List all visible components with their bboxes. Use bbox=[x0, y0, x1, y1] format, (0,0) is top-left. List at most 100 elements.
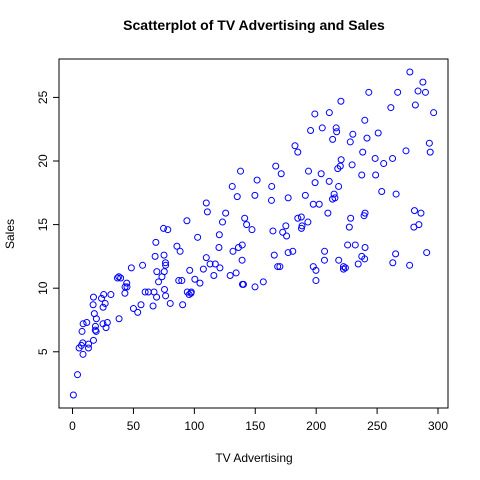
point bbox=[304, 218, 312, 226]
point bbox=[89, 301, 97, 309]
point bbox=[279, 228, 287, 236]
x-tick-label: 300 bbox=[428, 419, 448, 433]
point bbox=[402, 147, 410, 155]
point bbox=[419, 78, 427, 86]
point bbox=[91, 326, 99, 334]
point bbox=[176, 247, 184, 255]
point bbox=[380, 160, 388, 168]
point bbox=[277, 170, 285, 178]
point bbox=[329, 135, 337, 143]
point bbox=[361, 116, 369, 124]
point bbox=[268, 182, 276, 190]
point bbox=[344, 241, 352, 249]
point bbox=[137, 301, 145, 309]
point bbox=[78, 327, 86, 335]
point bbox=[149, 302, 157, 310]
point bbox=[330, 190, 338, 198]
point bbox=[359, 148, 367, 156]
point bbox=[426, 148, 434, 156]
point bbox=[363, 134, 371, 142]
point bbox=[186, 266, 194, 274]
point bbox=[166, 299, 174, 307]
point bbox=[179, 301, 187, 309]
point bbox=[206, 260, 214, 268]
y-tick-label: 25 bbox=[36, 90, 50, 104]
point bbox=[153, 293, 161, 301]
point bbox=[318, 124, 326, 132]
y-tick-label: 20 bbox=[36, 154, 50, 168]
point bbox=[74, 371, 82, 379]
point bbox=[361, 255, 369, 263]
point bbox=[123, 279, 131, 287]
point bbox=[228, 182, 236, 190]
point bbox=[307, 126, 315, 134]
point bbox=[153, 268, 161, 276]
point bbox=[392, 190, 400, 198]
point bbox=[164, 226, 172, 234]
point bbox=[199, 265, 207, 273]
point bbox=[175, 277, 183, 285]
point bbox=[241, 214, 249, 222]
point bbox=[83, 319, 91, 327]
point bbox=[187, 289, 195, 297]
point bbox=[325, 177, 333, 185]
point bbox=[92, 327, 100, 335]
point bbox=[297, 213, 305, 221]
y-axis-label: Sales bbox=[3, 219, 17, 249]
point bbox=[309, 200, 317, 208]
point bbox=[346, 138, 354, 146]
point bbox=[421, 88, 429, 96]
point bbox=[333, 128, 341, 136]
point bbox=[248, 226, 256, 234]
point bbox=[183, 288, 191, 296]
point bbox=[113, 274, 121, 282]
point bbox=[161, 259, 169, 267]
point bbox=[410, 207, 418, 215]
point bbox=[173, 242, 181, 250]
point bbox=[389, 154, 397, 162]
point bbox=[238, 280, 246, 288]
point bbox=[75, 344, 83, 352]
point bbox=[134, 308, 142, 316]
point bbox=[183, 217, 191, 225]
point bbox=[335, 182, 343, 190]
point bbox=[392, 250, 400, 258]
point bbox=[270, 251, 278, 259]
point bbox=[243, 221, 251, 229]
point bbox=[337, 97, 345, 105]
point bbox=[332, 124, 340, 132]
point bbox=[211, 260, 219, 268]
point bbox=[345, 223, 353, 231]
point bbox=[276, 263, 284, 271]
point bbox=[100, 291, 108, 299]
point bbox=[348, 161, 356, 169]
point bbox=[284, 249, 292, 257]
point bbox=[178, 277, 186, 285]
point bbox=[232, 269, 240, 277]
point bbox=[351, 241, 359, 249]
point bbox=[341, 264, 349, 272]
point bbox=[127, 264, 135, 272]
point bbox=[298, 222, 306, 230]
point bbox=[107, 291, 115, 299]
point bbox=[162, 292, 170, 300]
point bbox=[203, 208, 211, 216]
point bbox=[272, 162, 280, 170]
point bbox=[309, 263, 317, 271]
point bbox=[251, 191, 259, 199]
point bbox=[117, 274, 125, 282]
point bbox=[196, 279, 204, 287]
point bbox=[349, 130, 357, 138]
point bbox=[237, 167, 245, 175]
point bbox=[79, 320, 87, 328]
point bbox=[160, 251, 168, 259]
point bbox=[423, 249, 431, 257]
point bbox=[210, 271, 218, 279]
point bbox=[233, 193, 241, 201]
point bbox=[267, 196, 275, 204]
point bbox=[99, 303, 107, 311]
point bbox=[289, 247, 297, 255]
point bbox=[238, 256, 246, 264]
point bbox=[312, 277, 320, 285]
point bbox=[191, 275, 199, 283]
